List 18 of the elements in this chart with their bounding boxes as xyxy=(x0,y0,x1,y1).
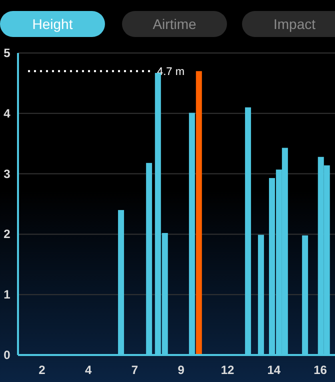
y-tick-label: 0 xyxy=(4,348,11,362)
x-tick-label: 14 xyxy=(267,363,281,377)
bar xyxy=(196,71,202,355)
y-tick-label: 4 xyxy=(4,106,11,120)
x-tick-label: 9 xyxy=(178,363,185,377)
text: Impact xyxy=(273,16,316,32)
y-tick-label: 2 xyxy=(4,227,11,242)
chart-title: Height xyxy=(32,16,73,32)
x-tick-label: 7 xyxy=(131,363,138,377)
x-tick-label: 16 xyxy=(314,363,328,377)
y-tick-label: 1 xyxy=(4,288,11,302)
text: Airtime xyxy=(152,16,196,32)
y-tick-label: 5 xyxy=(4,46,11,60)
y-tick-label: 3 xyxy=(4,166,11,181)
ref-line-label: 4.7 m xyxy=(157,66,185,78)
x-tick-label: 2 xyxy=(38,363,46,377)
x-tick-label: 12 xyxy=(220,363,235,377)
x-tick-label: 4 xyxy=(85,363,92,377)
